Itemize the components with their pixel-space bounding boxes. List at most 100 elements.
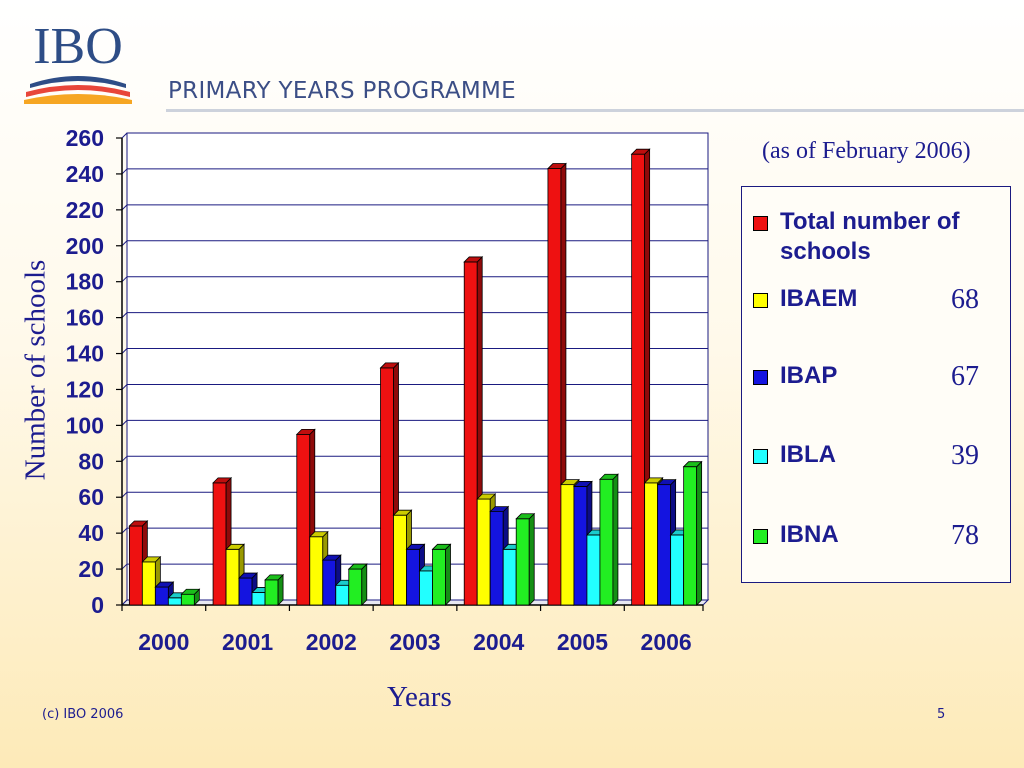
bar: [515, 512, 536, 606]
bar-front: [167, 597, 182, 606]
bar: [180, 588, 201, 606]
bar-front: [657, 484, 672, 606]
bar-front: [322, 559, 337, 606]
y-tick-label: 260: [66, 125, 104, 151]
bar-front: [670, 534, 685, 606]
bar-top: [392, 509, 413, 516]
y-axis-title: Number of schools: [19, 259, 52, 481]
legend-label: IBAEM: [780, 285, 858, 312]
page-number: 5: [937, 707, 946, 722]
title-divider: [166, 109, 1024, 112]
bar-top: [180, 588, 201, 595]
bar-top: [238, 572, 259, 579]
x-tick-label: 2000: [138, 629, 189, 655]
x-tick-label: 2004: [473, 629, 524, 655]
bar-top: [546, 163, 567, 169]
bar-front: [380, 367, 394, 606]
bar-top: [154, 581, 175, 588]
gridline-depth: [121, 527, 128, 534]
gridline-depth: [121, 348, 128, 354]
x-tick-label: 2005: [557, 629, 608, 655]
bar-top: [431, 543, 452, 550]
y-tick-label: 140: [66, 341, 104, 367]
y-tick-label: 0: [91, 592, 104, 618]
bar-top: [295, 428, 316, 435]
logo-text: IBO: [33, 18, 123, 75]
bar: [264, 573, 285, 606]
bar-top: [643, 477, 664, 484]
legend-value: 39: [951, 440, 979, 471]
bar-top: [264, 574, 285, 581]
bar-front: [476, 498, 491, 606]
x-axis-title: Years: [387, 681, 452, 713]
bar-top: [225, 543, 246, 550]
bar-front: [489, 511, 504, 606]
bar-front: [128, 525, 143, 606]
y-tick-label: 180: [66, 269, 104, 295]
bar-front: [309, 536, 324, 606]
bar-front: [419, 570, 433, 606]
bar-top: [463, 256, 484, 263]
bar-side: [612, 473, 619, 606]
gridline-depth: [121, 420, 128, 426]
y-tick-label: 100: [66, 412, 104, 438]
bar-front: [296, 433, 311, 606]
x-tick-label: 2003: [389, 629, 440, 655]
bar-front: [683, 466, 698, 606]
x-tick-label: 2006: [641, 629, 692, 655]
bar-front: [225, 548, 240, 606]
chart-bars: [128, 148, 703, 606]
bar-front: [335, 584, 350, 606]
bar-top: [630, 148, 651, 155]
bar-side: [528, 512, 535, 606]
chart-tick-labels: 0 20 40 60 80 100 120 140 160 180 200 220 240 260 2000…: [66, 125, 692, 655]
bar-top: [489, 506, 510, 513]
bar: [598, 473, 619, 606]
bar-top: [379, 362, 400, 369]
y-tick-label: 240: [66, 161, 104, 187]
bar-front: [573, 486, 588, 606]
gridline-depth: [121, 276, 128, 283]
gridline-depth: [121, 491, 128, 498]
legend-swatch: [753, 293, 768, 308]
legend-value: 67: [951, 361, 979, 392]
bar-top: [476, 493, 497, 500]
bar-front: [463, 261, 478, 606]
bar-front: [212, 482, 227, 606]
legend-label: IBLA: [780, 441, 836, 468]
bar-front: [393, 514, 407, 606]
legend-swatch: [753, 216, 768, 231]
chart-legend: Total number of schools IBAEM 68 IBAP 67…: [741, 186, 1011, 583]
bar-front: [180, 593, 195, 606]
legend-swatch: [753, 529, 768, 544]
bar-top: [656, 479, 677, 486]
bar-top: [141, 556, 162, 563]
gridline-depth: [121, 455, 128, 462]
y-tick-label: 120: [66, 376, 104, 402]
gridline-depth: [121, 132, 128, 139]
bar-front: [599, 478, 614, 606]
legend-label: IBAP: [780, 362, 838, 389]
y-tick-label: 200: [66, 233, 104, 259]
bar-front: [644, 482, 659, 606]
bar: [238, 572, 259, 606]
bar-top: [321, 554, 342, 561]
chart-grid: [121, 132, 709, 606]
slide-title: PRIMARY YEARS PROGRAMME: [168, 78, 516, 104]
bar: [682, 460, 703, 606]
bar-front: [560, 484, 575, 606]
y-tick-label: 60: [78, 484, 104, 510]
bar-top: [598, 473, 619, 480]
bar-front: [141, 561, 156, 606]
bar-front: [631, 153, 646, 606]
legend-swatch: [753, 449, 768, 464]
footer-copyright: (c) IBO 2006: [42, 707, 124, 722]
bar-top: [212, 477, 233, 484]
bar-side: [445, 543, 451, 606]
gridline-depth: [121, 204, 128, 211]
y-tick-label: 160: [66, 305, 104, 331]
x-tick-label: 2001: [222, 629, 273, 655]
logo-arc-icon: [24, 76, 132, 104]
y-tick-label: 80: [78, 448, 104, 474]
